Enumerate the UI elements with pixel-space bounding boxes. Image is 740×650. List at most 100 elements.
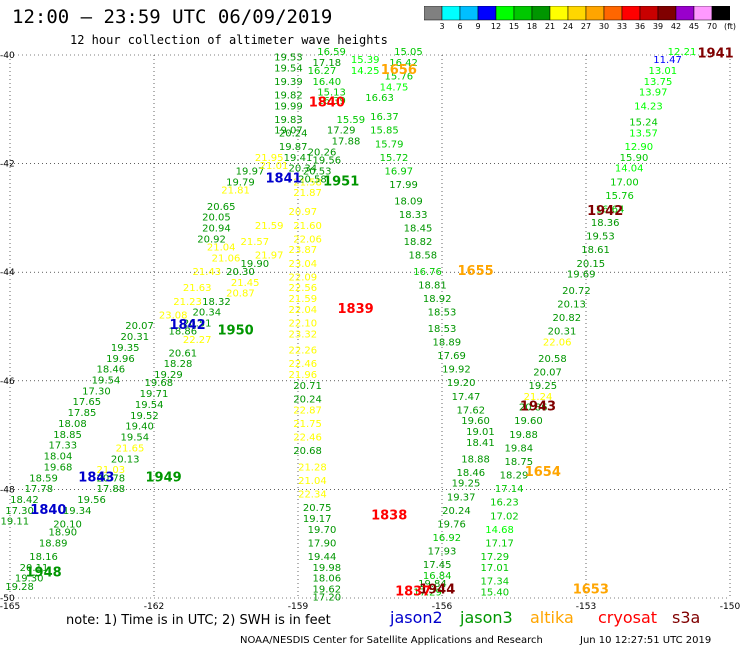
wave-height-value: 18.89 — [432, 338, 461, 349]
color-scale-label: (ft) — [723, 22, 737, 31]
wave-height-value: 17.02 — [490, 511, 519, 522]
wave-height-value: 21.60 — [293, 221, 322, 232]
wave-height-value: 16.76 — [413, 267, 442, 278]
wave-height-value: 18.46 — [96, 365, 125, 376]
wave-height-value: 21.04 — [298, 476, 327, 487]
wave-height-value: 20.61 — [168, 348, 197, 359]
wave-height-value: 20.92 — [197, 234, 226, 245]
color-scale-label: 42 — [670, 22, 682, 31]
wave-height-value: 18.75 — [504, 457, 533, 468]
color-scale-swatch — [513, 6, 533, 21]
wave-height-value: 17.29 — [327, 126, 356, 137]
wave-height-value: 15.05 — [394, 47, 423, 58]
wave-height-value: 21.57 — [240, 237, 269, 248]
wave-height-value: 19.35 — [111, 343, 140, 354]
color-scale-label: 33 — [616, 22, 628, 31]
wave-height-value: 16.92 — [432, 533, 461, 544]
lon-tick-label: -165 — [0, 602, 20, 610]
wave-height-value: 19.37 — [447, 492, 476, 503]
wave-height-value: 22.87 — [293, 405, 322, 416]
wave-height-value: 20.34 — [288, 164, 317, 175]
wave-height-value: 18.42 — [10, 495, 39, 506]
wave-height-value: 18.59 — [29, 473, 58, 484]
wave-height-value: 19.25 — [528, 381, 557, 392]
track-time-label: 1951 — [323, 174, 359, 189]
footer-timestamp: Jun 10 12:27:51 UTC 2019 — [580, 635, 712, 646]
wave-height-value: 18.16 — [29, 552, 58, 563]
wave-height-value: 19.92 — [442, 365, 471, 376]
wave-height-value: 21.87 — [293, 188, 322, 199]
wave-height-value: 12.21 — [668, 47, 697, 58]
wave-height-value: 19.90 — [240, 259, 269, 270]
wave-height-value: 16.59 — [317, 47, 346, 58]
wave-height-value: 21.59 — [288, 294, 317, 305]
wave-height-value: 19.20 — [447, 378, 476, 389]
color-scale-swatch — [621, 6, 641, 21]
wave-height-value: 18.04 — [44, 452, 73, 463]
wave-height-value: 22.46 — [293, 433, 322, 444]
wave-height-value: 17.47 — [452, 392, 481, 403]
track-time-label: 1941 — [698, 47, 734, 62]
wave-height-value: 16.42 — [389, 58, 418, 69]
wave-height-value: 20.24 — [442, 506, 471, 517]
wave-height-value: 17.14 — [495, 484, 524, 495]
wave-height-value: 17.33 — [48, 441, 77, 452]
wave-height-value: 20.30 — [226, 267, 255, 278]
wave-height-value: 18.58 — [408, 251, 437, 262]
color-scale-label: 30 — [598, 22, 610, 31]
wave-height-value: 18.08 — [58, 419, 87, 430]
wave-height-value: 19.62 — [312, 585, 341, 596]
wave-height-value: 17.01 — [480, 563, 509, 574]
wave-height-value: 14.25 — [351, 66, 380, 77]
color-scale-swatch — [657, 6, 677, 21]
wave-height-value: 23.04 — [288, 259, 317, 270]
wave-height-value: 19.56 — [312, 156, 341, 167]
wave-height-value: 18.90 — [48, 528, 77, 539]
wave-height-value: 20.15 — [576, 259, 605, 270]
note-text: note: 1) Time is in UTC; 2) SWH is in fe… — [66, 613, 331, 628]
wave-height-value: 16.27 — [308, 66, 337, 77]
wave-height-value: 19.87 — [279, 142, 308, 153]
wave-height-value: 18.32 — [202, 297, 231, 308]
wave-height-value: 19.25 — [452, 479, 481, 490]
wave-height-value: 14.75 — [380, 82, 409, 93]
wave-height-value: 16.39 — [317, 96, 346, 107]
wave-height-value: 18.53 — [428, 308, 457, 319]
wave-height-value: 22.06 — [543, 338, 572, 349]
color-scale-swatch — [477, 6, 497, 21]
wave-height-value: 17.18 — [312, 58, 341, 69]
wave-height-value: 18.36 — [591, 218, 620, 229]
wave-height-value: 17.29 — [480, 552, 509, 563]
wave-height-value: 17.90 — [308, 538, 337, 549]
wave-height-value: 19.96 — [106, 354, 135, 365]
wave-height-value: 20.53 — [303, 166, 332, 177]
color-scale-labels: 3 6 9 12 15 18 21 24 27 30 33 36 39 42 45 70 (ft) — [424, 22, 736, 34]
wave-height-value: 16.84 — [423, 571, 452, 582]
lat-tick-label: -42 — [0, 160, 15, 170]
wave-height-value: 15.13 — [317, 88, 346, 99]
wave-height-value: 18.45 — [404, 223, 433, 234]
wave-height-value: 20.58 — [538, 354, 567, 365]
color-scale-swatch — [424, 6, 443, 21]
color-scale-swatch — [585, 6, 605, 21]
wave-height-value: 20.71 — [293, 381, 322, 392]
wave-height-value: 15.76 — [384, 71, 413, 82]
wave-height-value: 22.46 — [288, 359, 317, 370]
lon-tick-label: -150 — [720, 602, 740, 610]
color-scale-label: 15 — [508, 22, 520, 31]
wave-height-value: 16.37 — [370, 112, 399, 123]
wave-height-value: 21.81 — [221, 185, 250, 196]
wave-height-value: 20.10 — [53, 519, 82, 530]
wave-height-value: 18.29 — [500, 471, 529, 482]
color-scale-swatch — [531, 6, 551, 21]
wave-height-value: 19.01 — [466, 427, 495, 438]
wave-height-value: 19.54 — [92, 376, 121, 387]
wave-height-value: 20.24 — [279, 128, 308, 139]
wave-height-value: 17.30 — [5, 506, 34, 517]
color-scale-label: 9 — [475, 22, 481, 31]
wave-height-value: 21.95 — [255, 153, 284, 164]
wave-height-value: 19.07 — [274, 126, 303, 137]
wave-height-value: 19.28 — [5, 582, 34, 593]
wave-height-value: 19.60 — [514, 416, 543, 427]
wave-height-value: 19.98 — [312, 563, 341, 574]
